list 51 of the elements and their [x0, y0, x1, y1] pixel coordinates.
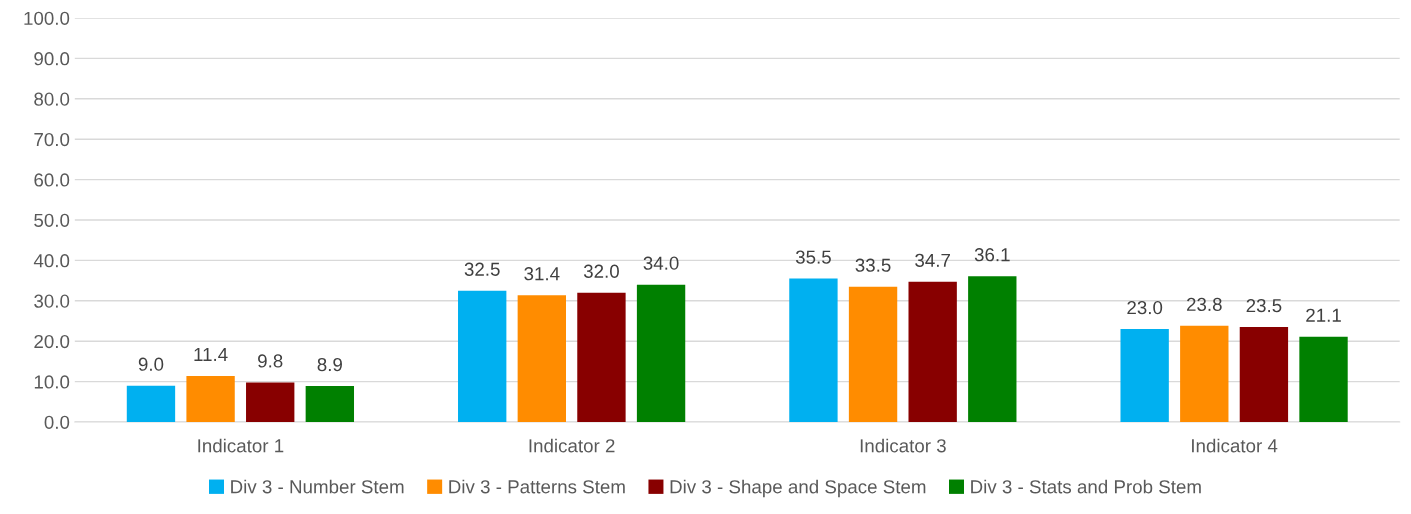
data-label: 23.8 [1186, 297, 1222, 312]
data-label: 34.0 [643, 256, 679, 270]
x-tick-label: Indicator 2 [529, 438, 615, 453]
legend-label: Div 3 - Shape and Space Stem [670, 479, 926, 498]
y-tick-label: 40.0 [33, 254, 70, 268]
bar [1120, 329, 1169, 422]
y-tick-label: 80.0 [34, 92, 70, 106]
x-tick-label: Indicator 1 [198, 438, 284, 453]
bar [636, 284, 686, 422]
bar [908, 281, 957, 422]
data-label: 31.4 [524, 267, 560, 281]
y-tick-label: 70.0 [34, 132, 70, 147]
data-label: 21.1 [1306, 308, 1341, 322]
y-tick-label: 10.0 [34, 375, 70, 389]
data-label: 33.5 [855, 258, 891, 272]
y-tick-label: 100.0 [24, 11, 70, 25]
data-label: 34.7 [915, 253, 950, 267]
bar [517, 295, 566, 422]
y-tick-label: 0.0 [44, 415, 70, 429]
bar [246, 382, 295, 422]
data-label: 36.1 [974, 248, 1010, 262]
bar [305, 386, 355, 422]
bar [458, 290, 507, 422]
data-label: 11.4 [194, 348, 228, 361]
y-tick-label: 60.0 [34, 173, 70, 187]
legend-label: Div 3 - Stats and Prob Stem [971, 479, 1201, 494]
data-label: 32.0 [583, 264, 619, 278]
bar [848, 286, 898, 422]
x-tick-label: Indicator 4 [1192, 438, 1278, 453]
y-tick-label: 20.0 [34, 334, 70, 349]
data-label: 8.9 [317, 357, 342, 372]
bar [1299, 336, 1348, 422]
bar [126, 385, 176, 422]
y-tick-label: 50.0 [34, 213, 70, 227]
bar [1180, 325, 1229, 422]
data-label: 9.8 [258, 354, 283, 368]
data-label: 9.0 [138, 357, 164, 371]
bar [577, 292, 626, 422]
legend-label: Div 3 - Number Stem [231, 479, 404, 494]
bar [1239, 327, 1289, 422]
bar [968, 276, 1017, 422]
data-label: 32.5 [464, 262, 500, 276]
x-tick-label: Indicator 3 [860, 438, 946, 453]
y-tick-label: 30.0 [34, 294, 70, 308]
y-tick-label: 90.0 [34, 52, 70, 66]
data-label: 23.5 [1246, 298, 1282, 313]
data-label: 35.5 [795, 250, 831, 264]
bar [789, 278, 838, 422]
legend-label: Div 3 - Patterns Stem [449, 479, 625, 494]
data-label: 23.0 [1127, 300, 1163, 315]
bar [186, 375, 235, 422]
